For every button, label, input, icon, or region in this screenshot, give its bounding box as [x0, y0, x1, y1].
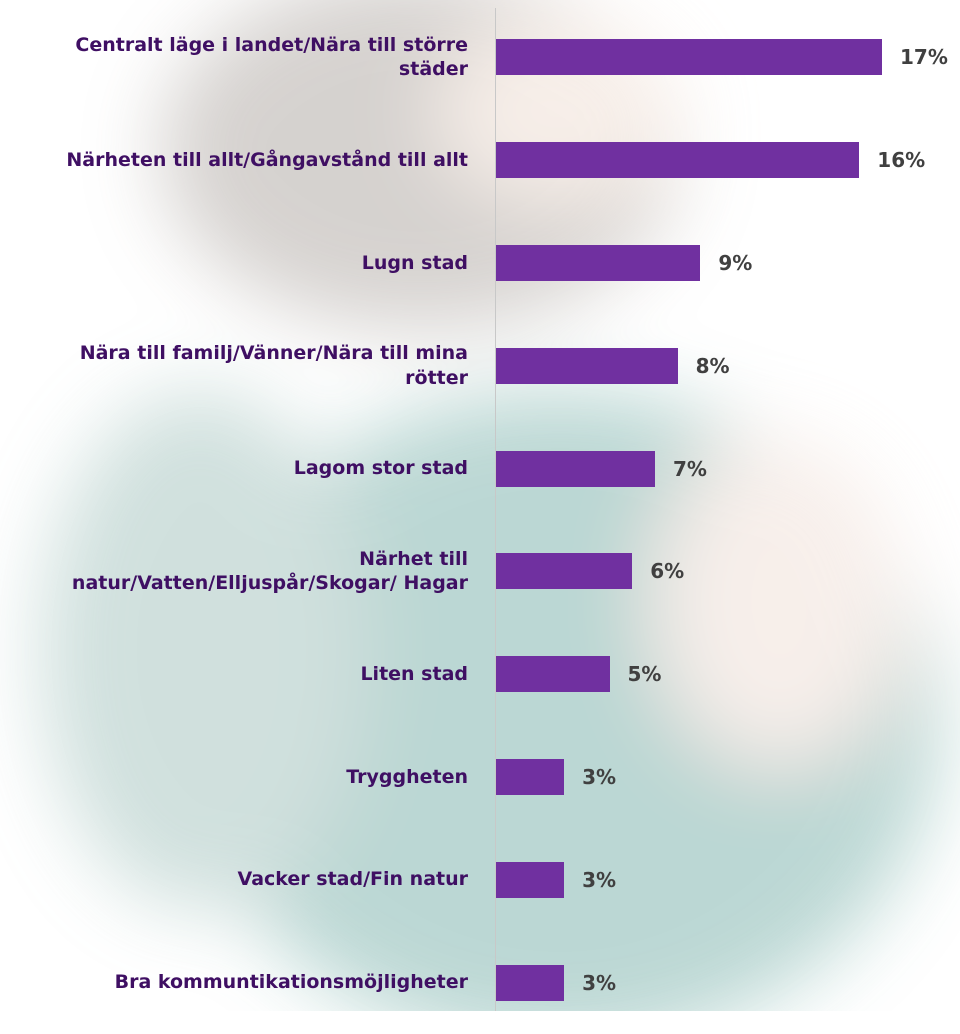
bar [496, 861, 565, 898]
category-label: Närhet till natur/Vatten/Elljuspår/Skoga… [0, 520, 468, 623]
category-label: Bra kommuntikationsmöjligheter [0, 931, 468, 1034]
value-label: 5% [627, 662, 662, 687]
value-label: 6% [650, 559, 685, 584]
category-label: Vacker stad/Fin natur [0, 828, 468, 931]
bar [496, 39, 882, 76]
category-text: Liten stad [360, 662, 468, 685]
category-label: Centralt läge i landet/Nära till större … [0, 6, 468, 109]
value-label: 16% [877, 148, 926, 173]
value-label: 9% [718, 251, 753, 275]
value-label: 3% [582, 867, 617, 892]
bar [496, 245, 701, 281]
value-label: 3% [582, 970, 617, 995]
category-text: Lugn stad [361, 251, 468, 274]
bar [496, 347, 678, 384]
category-text: Bra kommuntikationsmöjligheter [114, 971, 468, 994]
page: Centralt läge i landet/Nära till större … [0, 0, 948, 1011]
category-label: Nära till familj/Vänner/Nära till mina r… [0, 314, 468, 417]
category-text: Nära till familj/Vänner/Nära till mina r… [79, 342, 468, 389]
bar [496, 759, 565, 795]
bar [496, 553, 633, 590]
category-label: Lugn stad [0, 212, 468, 315]
category-text: Centralt läge i landet/Nära till större … [75, 33, 468, 81]
value-label: 3% [582, 765, 617, 789]
bar [496, 656, 610, 693]
axis-line [495, 8, 496, 1011]
category-text: Närhet till natur/Vatten/Elljuspår/Skoga… [71, 547, 468, 595]
chart: Centralt läge i landet/Nära till större … [0, 6, 948, 1011]
category-text: Vacker stad/Fin natur [237, 868, 468, 891]
category-label: Lagom stor stad [0, 417, 468, 520]
category-label: Närheten till allt/Gångavstånd till allt [0, 109, 468, 212]
category-text: Trygghet­en [346, 765, 468, 788]
value-label: 17% [900, 45, 948, 70]
bar [496, 450, 655, 487]
bar [496, 964, 565, 1001]
category-label: Trygghet­en [0, 726, 468, 829]
background-photo [40, 0, 940, 1011]
category-label: Liten stad [0, 623, 468, 726]
category-text: Lagom stor stad [293, 457, 468, 480]
bar [496, 142, 860, 179]
value-label: 8% [695, 353, 730, 378]
value-label: 7% [672, 456, 707, 481]
category-text: Närheten till allt/Gångavstånd till allt [66, 148, 468, 171]
